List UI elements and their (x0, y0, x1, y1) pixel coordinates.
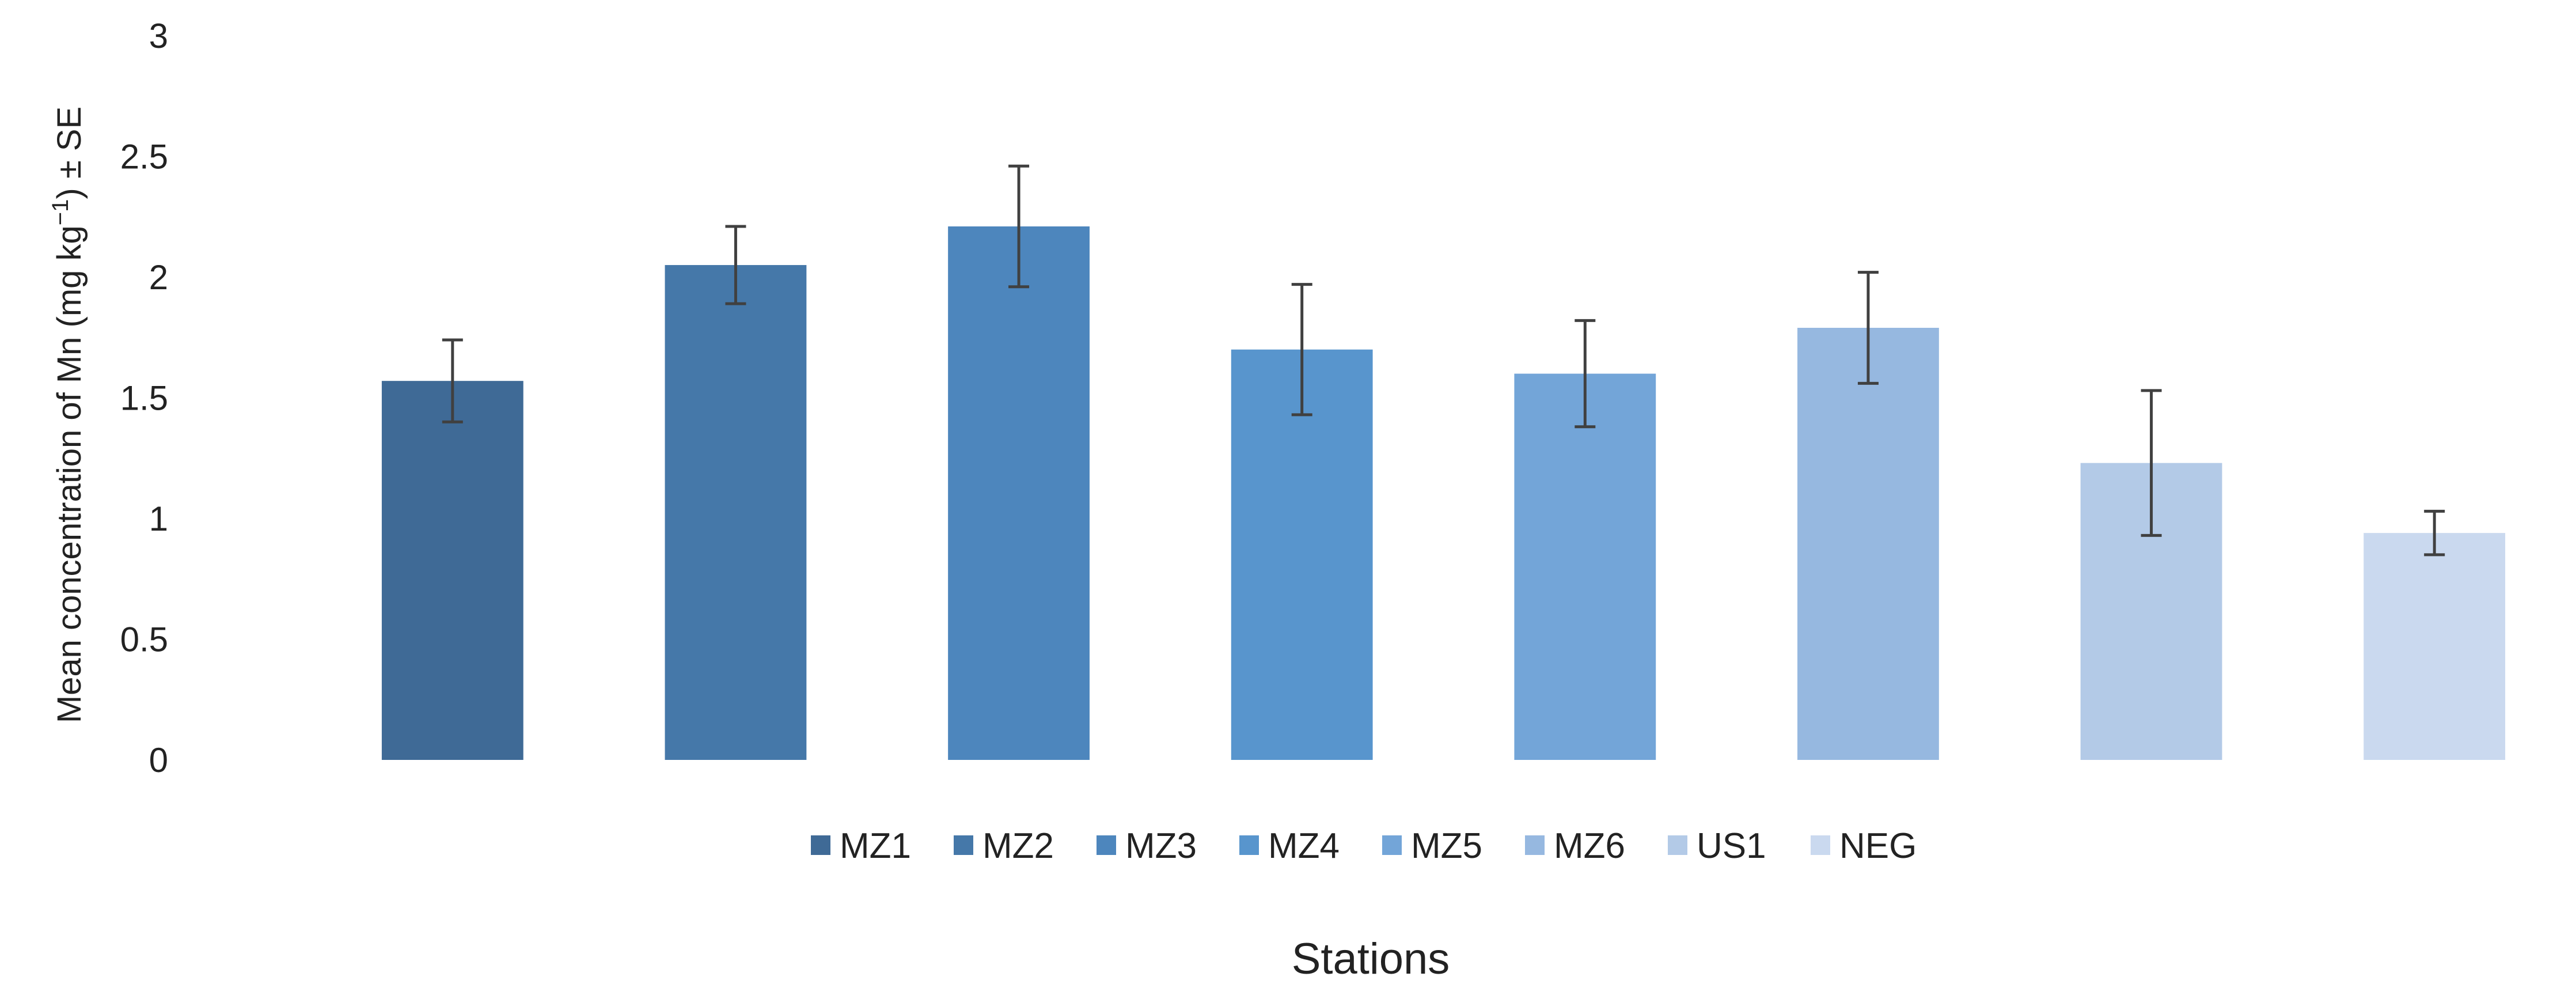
error-bar-mz3 (1008, 164, 1030, 289)
error-bars (442, 164, 2445, 557)
legend-swatch (1382, 835, 1402, 855)
legend-swatch (1811, 835, 1830, 855)
legend-item-mz4: MZ4 (1239, 826, 1340, 866)
error-bar-us1 (2141, 389, 2162, 537)
legend-label: MZ2 (982, 826, 1054, 866)
bar-mz6 (1797, 327, 1939, 760)
y-tick-label: 0 (149, 741, 168, 779)
y-axis-title-suffix: ) ± SE (51, 107, 88, 199)
y-axis-title: Mean concentration of Mn (mg kg−1) ± SE (48, 107, 88, 723)
legend-label: NEG (1839, 826, 1917, 866)
legend-label: MZ4 (1268, 826, 1340, 866)
legend-label: MZ6 (1554, 826, 1625, 866)
error-bar-mz1 (442, 338, 463, 423)
y-tick-label: 2.5 (120, 138, 168, 176)
error-bar-neg (2424, 509, 2445, 557)
bar-mz4 (1231, 349, 1373, 760)
error-bar-mz6 (1857, 271, 1879, 385)
legend: MZ1 MZ2 MZ3 MZ4 MZ5 MZ6 US1 NEG (811, 826, 1917, 866)
y-axis-title-main: Mean concentration of Mn (mg kg (51, 225, 88, 723)
bar-mz3 (948, 226, 1090, 760)
legend-item-mz5: MZ5 (1382, 826, 1482, 866)
y-tick-label: 3 (149, 17, 168, 55)
y-tick-label: 2 (149, 258, 168, 297)
legend-item-mz3: MZ3 (1097, 826, 1197, 866)
legend-item-mz2: MZ2 (954, 826, 1054, 866)
legend-label: US1 (1697, 826, 1766, 866)
legend-swatch (1668, 835, 1687, 855)
legend-swatch (1525, 835, 1545, 855)
error-bar-mz2 (725, 225, 746, 305)
y-tick-label: 0.5 (120, 620, 168, 659)
bar-mz2 (665, 265, 807, 760)
error-bar-mz4 (1291, 283, 1312, 417)
legend-swatch (1239, 835, 1259, 855)
legend-item-mz6: MZ6 (1525, 826, 1625, 866)
error-bar-mz5 (1575, 319, 1596, 429)
legend-item-us1: US1 (1668, 826, 1766, 866)
bar-mz1 (381, 381, 523, 760)
legend-swatch (1097, 835, 1116, 855)
legend-item-mz1: MZ1 (811, 826, 911, 866)
y-axis-ticks: 0 0.5 1 1.5 2 2.5 3 (120, 17, 168, 779)
x-axis-title: Stations (1292, 934, 1450, 983)
y-tick-label: 1 (149, 499, 168, 538)
bar-neg (2363, 533, 2506, 760)
legend-swatch (811, 835, 830, 855)
y-tick-label: 1.5 (120, 379, 168, 418)
legend-label: MZ1 (840, 826, 911, 866)
bar-mz5 (1514, 373, 1656, 760)
legend-swatch (954, 835, 973, 855)
legend-label: MZ5 (1411, 826, 1482, 866)
bars (381, 226, 2506, 760)
legend-item-neg: NEG (1811, 826, 1917, 866)
y-axis-title-superscript: −1 (48, 199, 73, 226)
legend-label: MZ3 (1125, 826, 1197, 866)
